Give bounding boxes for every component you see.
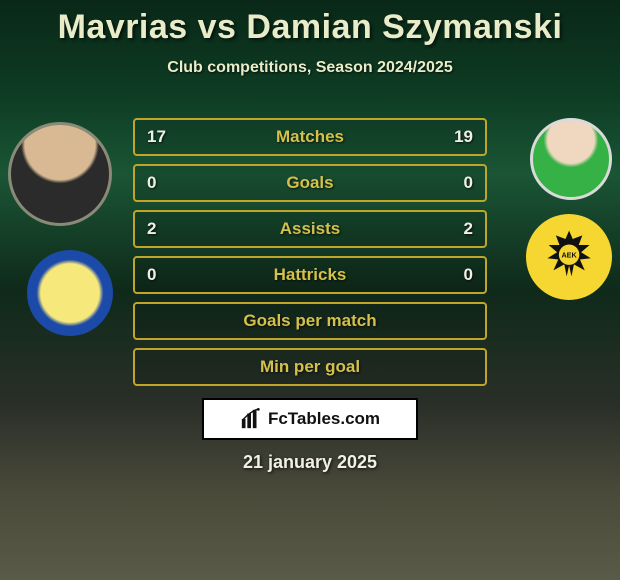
stat-label: Hattricks — [274, 265, 347, 285]
stat-label: Assists — [280, 219, 340, 239]
fctables-badge: FcTables.com — [202, 398, 418, 440]
fctables-logo-icon — [240, 408, 262, 430]
stat-value-right: 2 — [464, 219, 473, 239]
stat-row: 0 Hattricks 0 — [133, 256, 487, 294]
stat-label: Min per goal — [260, 357, 360, 377]
stat-value-right: 0 — [464, 265, 473, 285]
stat-value-right: 19 — [454, 127, 473, 147]
stat-row: Goals per match — [133, 302, 487, 340]
stat-row: 17 Matches 19 — [133, 118, 487, 156]
date-label: 21 january 2025 — [0, 452, 620, 473]
player-photo-right — [530, 118, 612, 200]
stat-value-right: 0 — [464, 173, 473, 193]
club-logo-right: ΑΕΚ — [526, 214, 612, 300]
comparison-card: Mavrias vs Damian Szymanski Club competi… — [0, 0, 620, 580]
stat-row: 0 Goals 0 — [133, 164, 487, 202]
stat-value-left: 2 — [147, 219, 156, 239]
fctables-label: FcTables.com — [268, 409, 380, 429]
stat-value-left: 17 — [147, 127, 166, 147]
stat-label: Matches — [276, 127, 344, 147]
stat-row: Min per goal — [133, 348, 487, 386]
aek-crest-icon: ΑΕΚ — [539, 227, 599, 287]
club-logo-left — [27, 250, 113, 336]
player-photo-left — [8, 122, 112, 226]
stat-value-left: 0 — [147, 265, 156, 285]
stat-value-left: 0 — [147, 173, 156, 193]
subtitle: Club competitions, Season 2024/2025 — [0, 59, 620, 77]
stats-list: 17 Matches 19 0 Goals 0 2 Assists 2 0 Hattricks 0 Go… — [133, 118, 487, 386]
page-title: Mavrias vs Damian Szymanski — [0, 0, 620, 47]
stat-label: Goals — [286, 173, 333, 193]
svg-text:ΑΕΚ: ΑΕΚ — [561, 251, 577, 260]
stat-label: Goals per match — [243, 311, 376, 331]
stat-row: 2 Assists 2 — [133, 210, 487, 248]
